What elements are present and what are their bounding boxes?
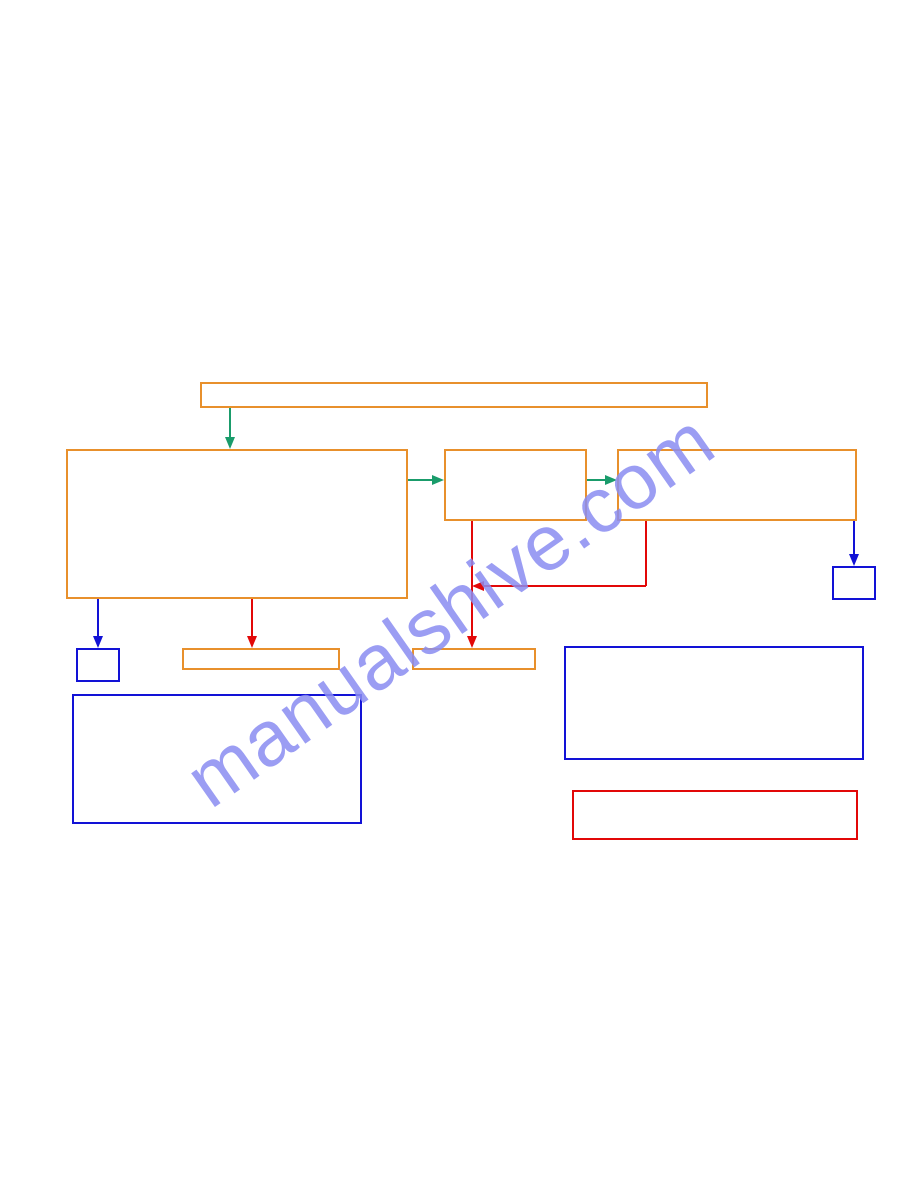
node-red-box — [572, 790, 858, 840]
node-big-lower-r — [564, 646, 864, 760]
node-bar-left — [182, 648, 340, 670]
node-big-lower-l — [72, 694, 362, 824]
node-top — [200, 382, 708, 408]
node-right-big — [617, 449, 857, 521]
node-small-left — [76, 648, 120, 682]
node-bar-mid — [412, 648, 536, 670]
node-mid — [444, 449, 587, 521]
node-small-right — [832, 566, 876, 600]
node-left-big — [66, 449, 408, 599]
